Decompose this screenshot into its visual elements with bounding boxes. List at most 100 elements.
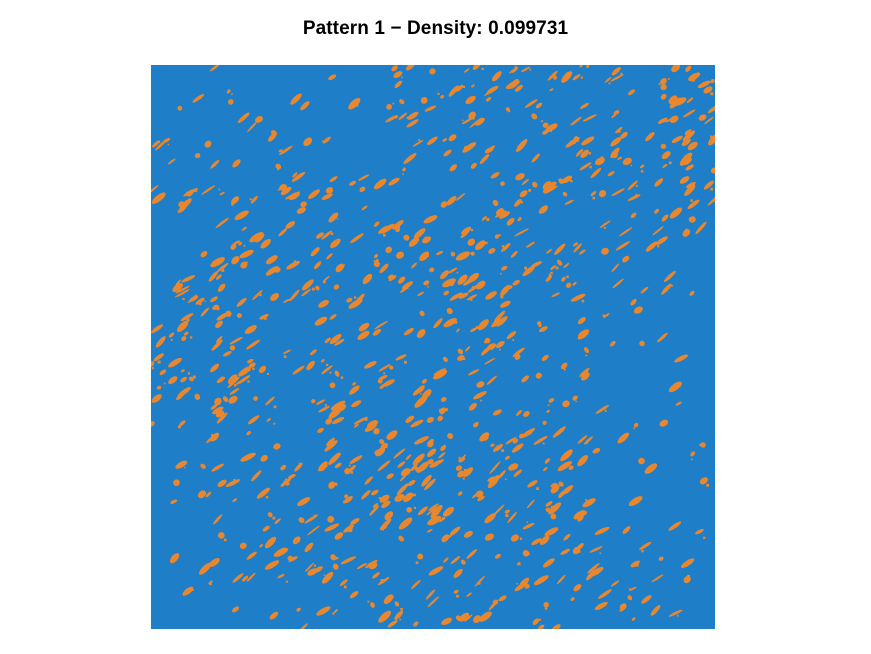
pattern-blob [326,437,335,446]
pattern-speck [298,462,301,464]
pattern-blob [539,535,550,545]
pattern-blob [570,116,582,126]
pattern-blob [426,416,435,423]
pattern-blob [495,208,505,216]
pattern-speck [472,117,475,120]
pattern-blob [627,180,638,191]
pattern-speck [500,319,504,323]
pattern-blob [633,422,639,428]
pattern-blob [685,164,694,171]
pattern-speck [608,82,611,85]
pattern-blob [278,227,288,237]
pattern-blob [531,153,540,163]
pattern-speck [589,165,592,169]
pattern-blob [175,460,188,469]
pattern-blob [491,318,502,328]
pattern-blob [687,199,700,209]
pattern-blob [334,462,342,469]
pattern-blob [506,331,517,340]
pattern-speck [399,618,401,621]
pattern-blob [461,118,473,125]
pattern-blob [414,436,430,445]
pattern-blob [246,430,251,436]
pattern-blob [278,149,283,153]
pattern-blob [246,358,254,364]
pattern-speck [585,354,588,357]
pattern-speck [418,139,421,142]
pattern-blob [238,241,243,246]
pattern-blob [227,99,234,105]
pattern-blob [538,326,548,333]
pattern-blob [321,193,333,200]
pattern-blob [689,76,696,82]
pattern-speck [509,219,512,223]
pattern-blob [329,333,342,345]
pattern-blob [479,432,490,442]
pattern-blob [516,139,528,152]
pattern-speck [218,342,221,345]
pattern-blob [429,68,436,75]
pattern-speck [699,443,702,447]
pattern-blob [470,251,475,256]
pattern-speck [309,546,312,549]
pattern-blob [657,117,668,124]
pattern-blob [337,264,345,272]
pattern-blob [661,214,669,222]
pattern-blob [466,592,472,597]
pattern-blob [169,553,180,564]
pattern-speck [500,272,502,275]
pattern-blob [168,332,175,338]
pattern-speck [456,594,459,598]
pattern-speck [413,506,416,509]
pattern-blob [570,293,586,302]
pattern-blob [388,177,400,186]
pattern-blob [266,417,271,422]
pattern-blob [427,136,438,146]
pattern-blob [398,112,408,120]
pattern-blob [447,433,454,439]
pattern-speck [194,189,198,192]
pattern-blob [328,452,341,465]
pattern-blob [459,612,470,622]
pattern-speck [658,83,661,85]
pattern-blob [683,109,696,118]
pattern-blob [505,80,520,90]
pattern-blob [153,353,164,362]
pattern-blob [275,163,282,170]
pattern-blob [457,348,464,355]
pattern-blob [205,491,212,498]
pattern-speck [355,103,359,107]
pattern-blob [457,355,465,361]
pattern-blob [286,480,290,484]
pattern-blob [186,189,194,197]
pattern-blob [421,378,428,384]
pattern-speck [538,324,542,328]
pattern-blob [217,263,229,272]
pattern-speck [248,369,251,371]
pattern-speck [402,173,404,176]
pattern-speck [341,406,344,408]
pattern-speck [524,266,528,270]
pattern-blob [679,176,690,184]
pattern-speck [221,376,223,379]
pattern-blob [542,181,552,190]
pattern-speck [517,562,521,566]
pattern-blob [246,551,257,560]
pattern-blob [594,526,610,535]
pattern-speck [583,510,586,513]
pattern-blob [348,97,361,110]
pattern-blob [478,611,492,622]
pattern-blob [639,164,645,169]
pattern-blob [575,148,584,157]
pattern-blob [492,599,499,606]
pattern-speck [514,65,517,68]
pattern-blob [380,223,395,234]
pattern-blob [227,376,240,388]
pattern-blob [321,571,334,584]
pattern-blob [232,606,239,613]
pattern-blob [458,292,469,299]
pattern-blob [661,283,672,295]
pattern-blob [422,236,432,244]
pattern-blob [500,300,511,308]
pattern-blob [424,105,437,112]
